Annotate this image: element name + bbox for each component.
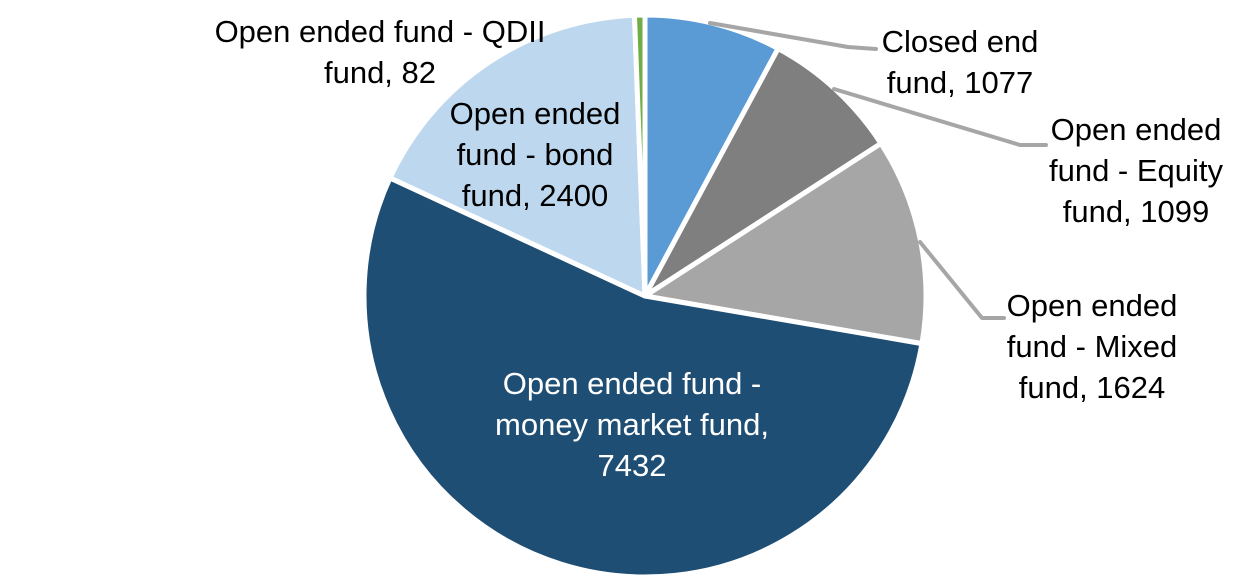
leader-line-closed-end-fund	[708, 21, 878, 51]
leader-lines-group	[708, 21, 1048, 320]
pie-slice-qdii-fund	[631, 12, 648, 299]
pie-slice-bond-fund	[387, 12, 648, 299]
pie-slice-money-market-fund	[361, 175, 925, 580]
leader-line-mixed-fund	[918, 240, 1006, 320]
leader-line-equity-fund	[832, 87, 1048, 147]
pie-slices-group	[361, 12, 929, 580]
pie-slice-mixed-fund	[642, 140, 929, 347]
